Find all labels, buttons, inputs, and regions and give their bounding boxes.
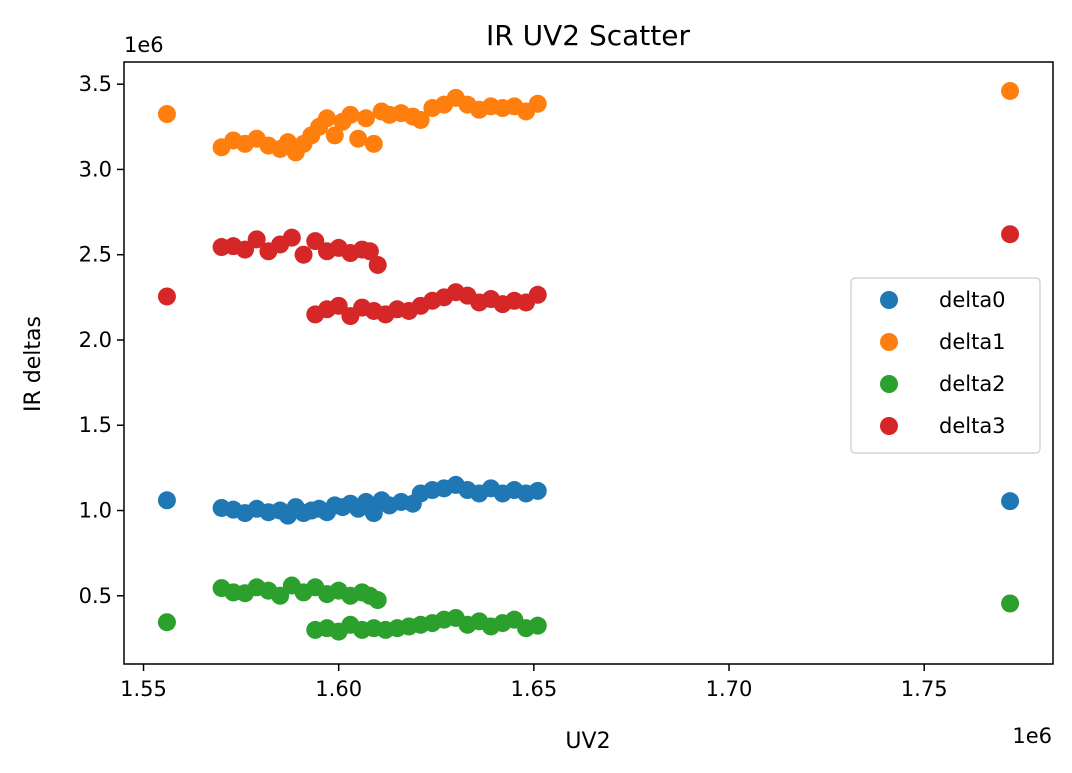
data-point — [368, 591, 387, 610]
chart-title: IR UV2 Scatter — [486, 19, 690, 52]
data-point — [1001, 594, 1020, 613]
data-point — [341, 105, 360, 124]
data-point — [325, 126, 344, 145]
x-offset-text: 1e6 — [1012, 724, 1052, 748]
data-point — [368, 255, 387, 274]
data-point — [357, 109, 376, 128]
data-point — [317, 109, 336, 128]
y-tick-label: 1.5 — [79, 413, 112, 437]
data-point — [349, 129, 368, 148]
data-point — [1001, 492, 1020, 511]
series-delta2 — [157, 576, 1020, 641]
data-point — [364, 134, 383, 153]
data-point — [528, 481, 547, 500]
data-point — [306, 232, 325, 251]
data-point — [1001, 81, 1020, 100]
data-point — [528, 94, 547, 113]
data-point — [329, 296, 348, 315]
y-tick-label: 2.5 — [79, 243, 112, 267]
y-tick-label: 3.0 — [79, 157, 112, 181]
data-point — [157, 491, 176, 510]
legend-marker — [880, 333, 898, 351]
series-delta1 — [157, 81, 1020, 162]
x-tick-label: 1.65 — [510, 677, 557, 701]
series-delta3 — [157, 225, 1020, 326]
legend: delta0 delta1 delta2 delta3 — [850, 277, 1041, 454]
x-axis-label: UV2 — [565, 729, 610, 754]
axis-ticks: 1.55 1.60 1.65 1.70 1.75 0.5 1.0 1.5 2.0 2.5 3.0 3.… — [79, 72, 948, 701]
y-offset-text: 1e6 — [124, 33, 164, 57]
x-tick-label: 1.70 — [706, 677, 753, 701]
data-points — [157, 81, 1020, 641]
y-axis-label: IR deltas — [21, 316, 46, 412]
legend-label: delta3 — [939, 414, 1006, 438]
data-point — [294, 245, 313, 264]
legend-box — [850, 277, 1041, 454]
data-point — [236, 240, 255, 259]
plot-frame — [123, 61, 1054, 665]
legend-label: delta2 — [939, 372, 1006, 396]
y-tick-label: 2.0 — [79, 328, 112, 352]
legend-marker — [880, 375, 898, 393]
legend-label: delta0 — [939, 288, 1006, 312]
data-point — [247, 230, 266, 249]
data-point — [360, 242, 379, 261]
data-point — [528, 285, 547, 304]
data-point — [157, 613, 176, 632]
x-tick-label: 1.60 — [315, 677, 362, 701]
data-point — [157, 287, 176, 306]
legend-marker — [880, 417, 898, 435]
y-tick-label: 3.5 — [79, 72, 112, 96]
data-point — [282, 228, 301, 247]
data-point — [1001, 225, 1020, 244]
y-tick-label: 1.0 — [79, 499, 112, 523]
legend-label: delta1 — [939, 330, 1006, 354]
y-tick-label: 0.5 — [79, 584, 112, 608]
x-tick-label: 1.75 — [901, 677, 948, 701]
data-point — [528, 616, 547, 635]
data-point — [271, 586, 290, 605]
data-point — [411, 110, 430, 129]
legend-marker — [880, 291, 898, 309]
x-tick-label: 1.55 — [120, 677, 167, 701]
data-point — [157, 105, 176, 124]
series-delta0 — [157, 475, 1020, 525]
